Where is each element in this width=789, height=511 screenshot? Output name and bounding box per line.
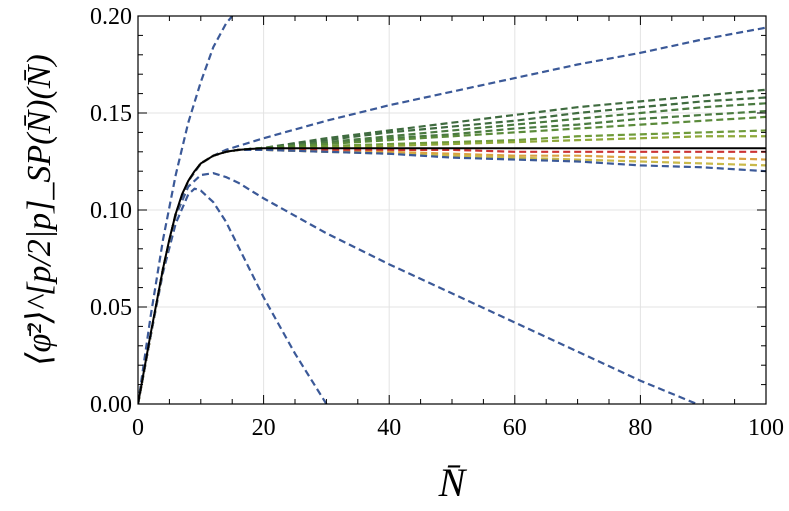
series-line-dashed: [138, 172, 698, 404]
series-group: [138, 16, 766, 404]
y-tick-label: 0.15: [90, 101, 132, 127]
tick-labels: 0 20 40 60 80 100 0.00 0.05 0.10 0.15 0.20: [90, 4, 784, 441]
x-tick-label: 0: [132, 415, 144, 441]
y-tick-label: 0.20: [90, 4, 132, 30]
series-line-solid: [138, 147, 766, 404]
x-tick-label: 20: [252, 415, 276, 441]
x-tick-label: 60: [503, 415, 527, 441]
series-line-dashed: [138, 16, 234, 404]
x-axis-title: N̄: [438, 460, 468, 505]
y-tick-label: 0.05: [90, 295, 132, 321]
ticks: [137, 15, 767, 405]
x-tick-label: 40: [377, 415, 401, 441]
x-tick-label: 100: [748, 415, 784, 441]
y-axis-title: ⟨φ̄²⟩^[p/2|p]_SP(N̄)(N̄): [21, 54, 58, 366]
y-tick-label: 0.10: [90, 198, 132, 224]
x-tick-label: 80: [628, 415, 652, 441]
grid: [138, 16, 766, 404]
series-line-dashed: [138, 26, 766, 404]
y-tick-label: 0.00: [90, 392, 132, 418]
